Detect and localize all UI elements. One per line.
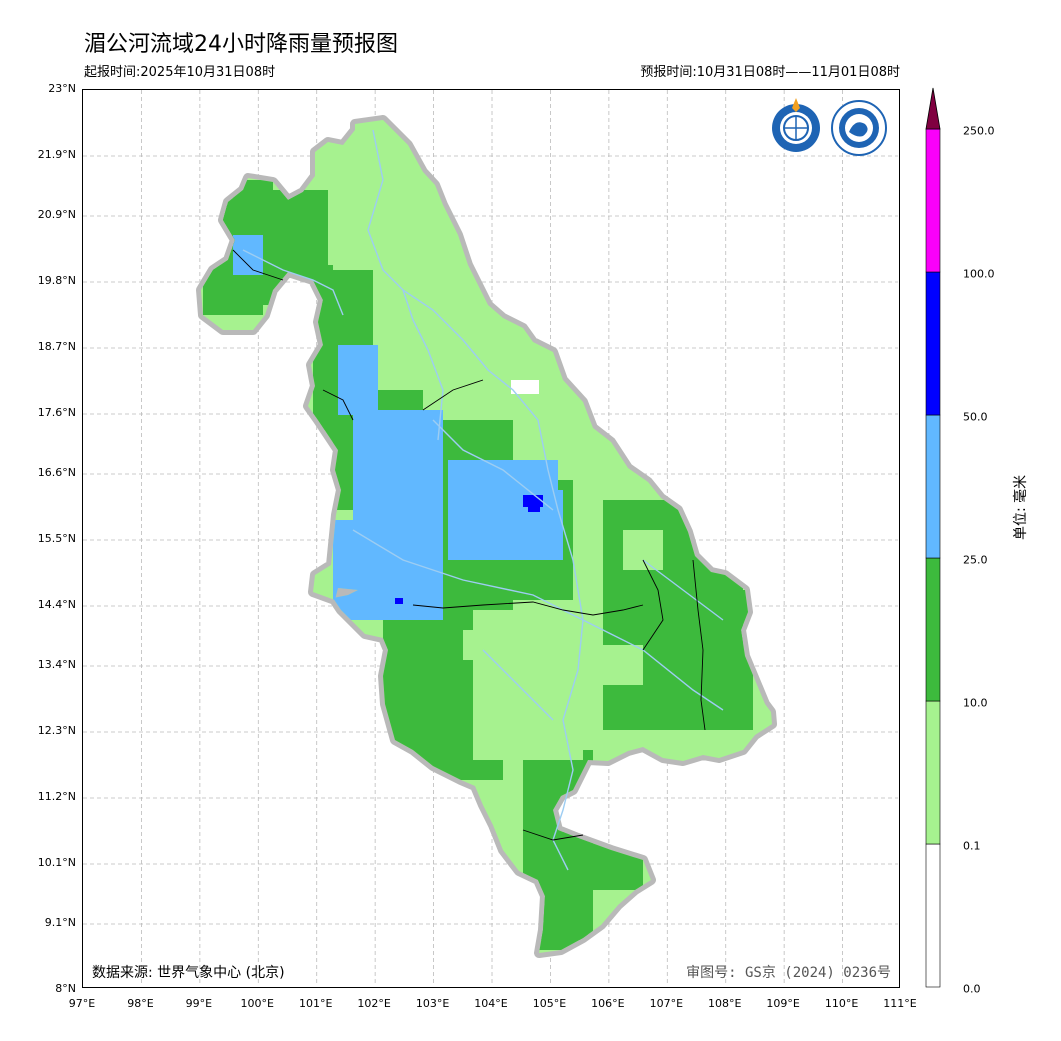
precip-cell [511,380,539,394]
colorbar-level-label: 0.0 [963,982,981,996]
x-tick-label: 102°E [357,997,391,1010]
x-tick-label: 97°E [68,997,96,1010]
review-number: 审图号: GS京 (2024) 0236号 [686,965,891,981]
y-tick-label: 8°N [55,982,76,995]
y-tick-label: 15.5°N [37,532,76,545]
y-tick-label: 14.4°N [37,598,76,611]
colorbar-extend-arrow [925,87,941,130]
x-tick-label: 104°E [474,997,508,1010]
river [367,129,584,871]
y-tick-label: 13.4°N [37,658,76,671]
river-network [242,129,724,871]
precip-cell [603,645,643,685]
x-tick-label: 98°E [127,997,154,1010]
unit-label: 单位: 毫米 [1013,474,1029,540]
river [402,289,444,441]
colorbar-level-label: 0.1 [963,839,981,853]
valid-time: 预报时间:10月31日08时——11月01日08时 [640,65,900,80]
precip-cell [395,598,403,604]
river [352,529,584,621]
colorbar-level-label: 50.0 [963,410,988,424]
map-svg [83,90,898,986]
map-panel [82,89,900,988]
x-tick-label: 109°E [766,997,800,1010]
colorbar-band [925,271,941,416]
y-tick-label: 23°N [48,82,76,95]
x-tick-label: 111°E [883,997,917,1010]
x-tick-label: 103°E [415,997,450,1010]
precip-cell [353,410,443,520]
x-tick-label: 108°E [707,997,742,1010]
river [482,649,554,721]
border-line [642,559,664,651]
border-line [692,559,706,731]
y-tick-label: 11.2°N [37,790,76,803]
y-tick-label: 21.9°N [37,148,76,161]
x-tick-label: 110°E [824,997,859,1010]
country-borders [232,249,706,841]
y-tick-label: 16.6°N [37,466,76,479]
y-tick-label: 12.3°N [37,724,76,737]
x-tick-label: 101°E [298,997,333,1010]
river [242,249,344,316]
precip-cell [673,590,753,730]
river [642,559,724,621]
x-tick-label: 107°E [649,997,684,1010]
precip-cell [553,670,603,710]
colorbar [925,87,942,989]
colorbar-svg [925,87,941,988]
y-tick-label: 20.9°N [37,208,76,221]
issue-time: 起报时间:2025年10月31日08时 [84,65,276,80]
precip-cell [333,520,443,620]
data-source: 数据来源: 世界气象中心 (北京) [92,965,285,981]
colorbar-level-label: 10.0 [963,696,988,710]
x-tick-label: 106°E [591,997,625,1010]
colorbar-band [925,128,941,273]
precip-cell [623,530,663,570]
precip-cells [201,180,753,950]
y-tick-label: 9.1°N [44,916,76,929]
x-tick-label: 100°E [240,997,275,1010]
border-line [412,601,644,616]
wmo-logo [772,98,820,152]
colorbar-level-label: 250.0 [963,124,995,138]
x-tick-label: 99°E [185,997,213,1010]
precip-cell [563,830,643,890]
river [582,619,724,711]
colorbar-band [925,414,941,559]
x-tick-label: 105°E [532,997,567,1010]
precip-cell [463,630,503,660]
precip-cell [528,502,540,512]
border-line [422,379,484,411]
colorbar-level-label: 100.0 [963,267,995,281]
precip-cell [338,345,378,415]
border-line [322,389,354,421]
colorbar-level-label: 25.0 [963,553,988,567]
border-line [232,249,284,281]
colorbar-band [925,557,941,702]
y-tick-label: 17.6°N [37,406,76,419]
border-line [522,829,584,841]
y-tick-label: 18.7°N [37,340,76,353]
river [432,419,554,511]
map-title: 湄公河流域24小时降雨量预报图 [84,32,398,57]
y-tick-label: 19.8°N [37,274,76,287]
colorbar-band [925,843,941,988]
cma-logo [831,100,887,156]
colorbar-band [925,700,941,845]
y-tick-label: 10.1°N [37,856,76,869]
